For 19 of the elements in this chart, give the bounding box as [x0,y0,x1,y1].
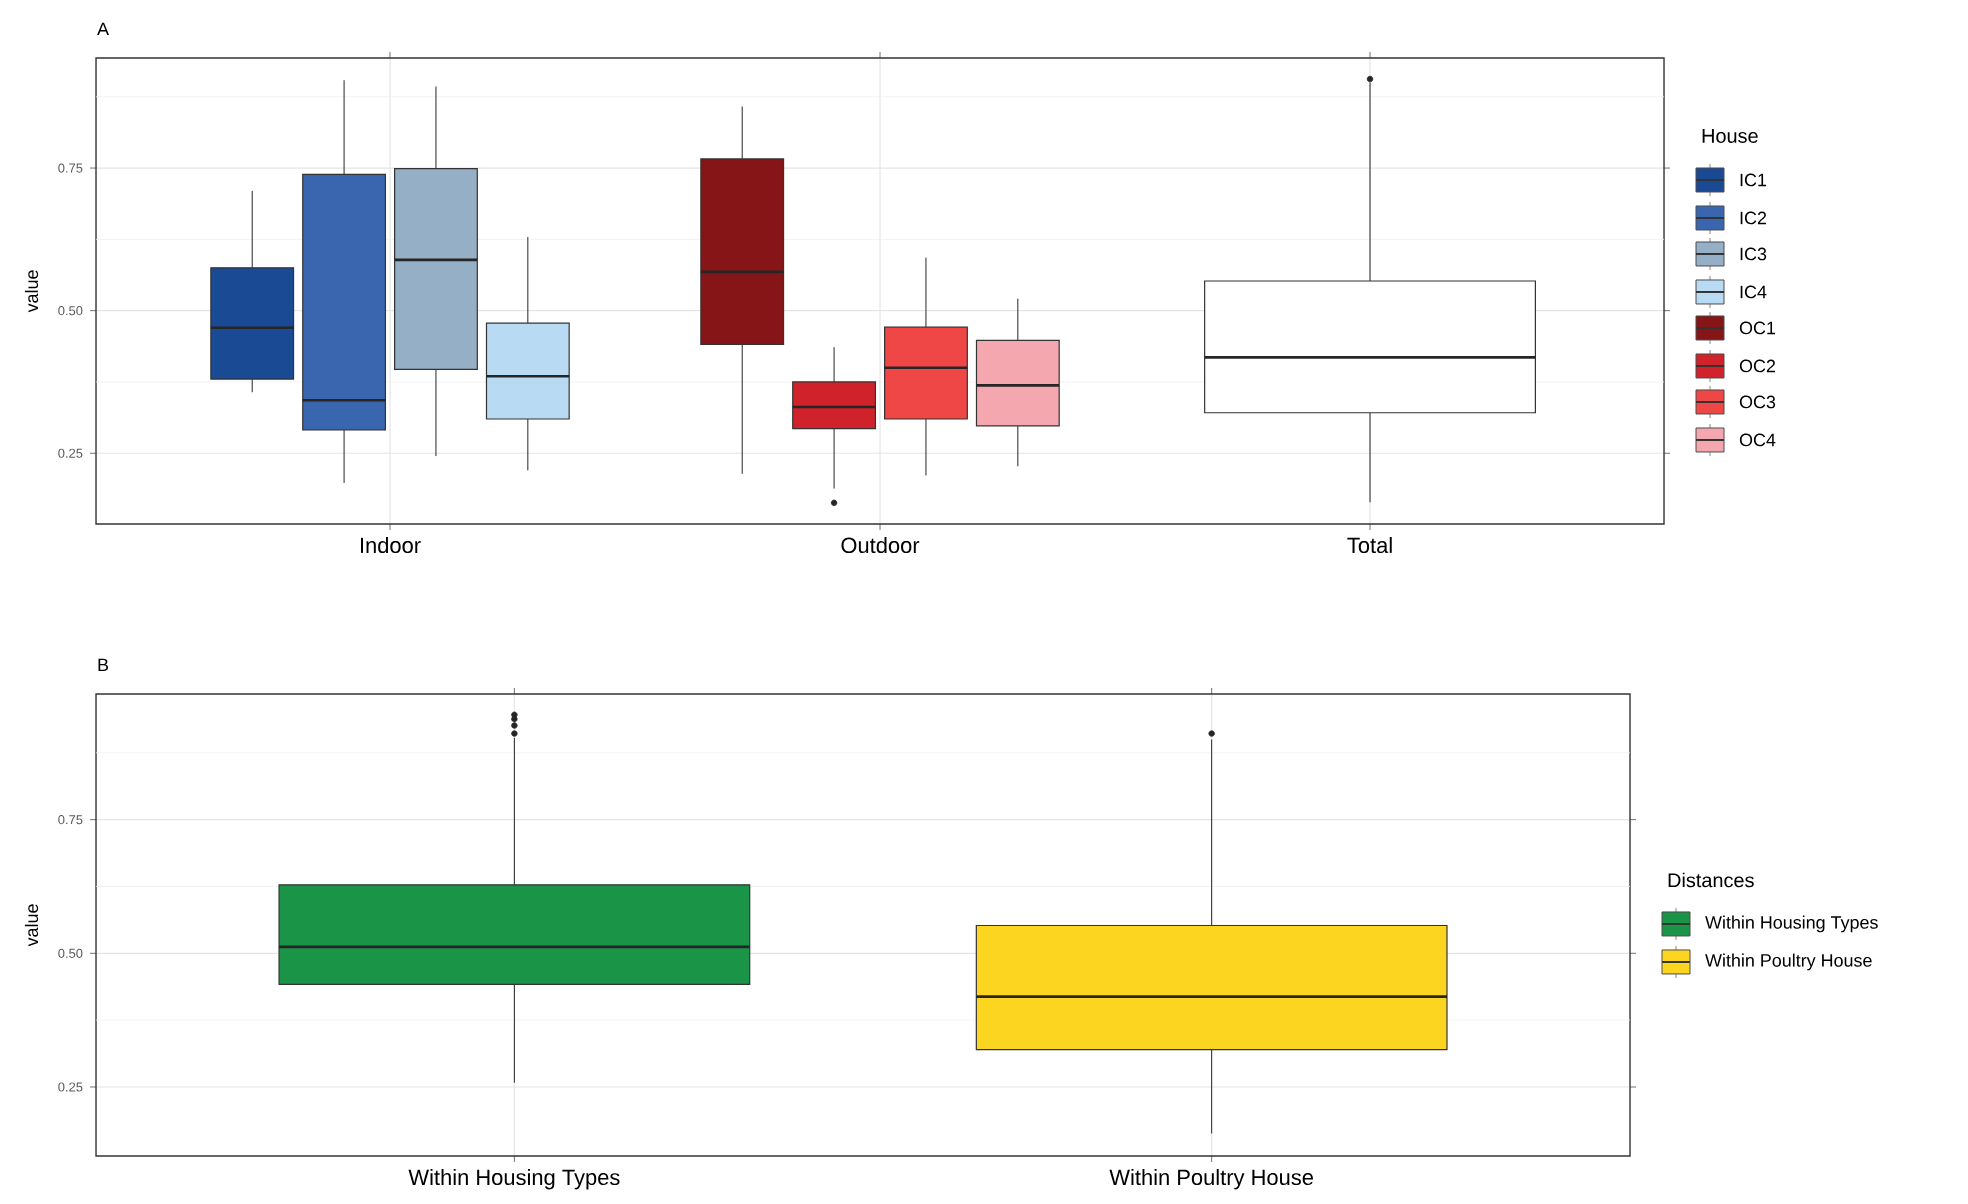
chart-title: A [97,22,109,35]
legend-label: Within Poultry House [1705,953,1872,971]
legend-label: OC4 [1739,433,1776,447]
legend-label: IC1 [1740,173,1767,187]
x-tick-label: Outdoor [841,537,920,554]
legend-label: OC1 [1739,321,1776,335]
x-tick-label: Total [1347,537,1392,554]
legend-title: Distances [1668,872,1754,888]
y-axis-title: value [24,904,39,947]
legend-label: OC2 [1739,359,1776,373]
legend-label: IC2 [1740,211,1767,225]
legend-label: Within Housing Types [1705,915,1878,933]
legend-label: OC3 [1739,395,1776,409]
x-tick-label: Indoor [360,537,421,554]
chart-title: B [98,658,109,671]
legend-label: IC4 [1740,285,1767,299]
legend-title: House [1702,129,1758,143]
legend-label: IC3 [1740,247,1767,261]
y-axis-title: value [24,270,39,313]
